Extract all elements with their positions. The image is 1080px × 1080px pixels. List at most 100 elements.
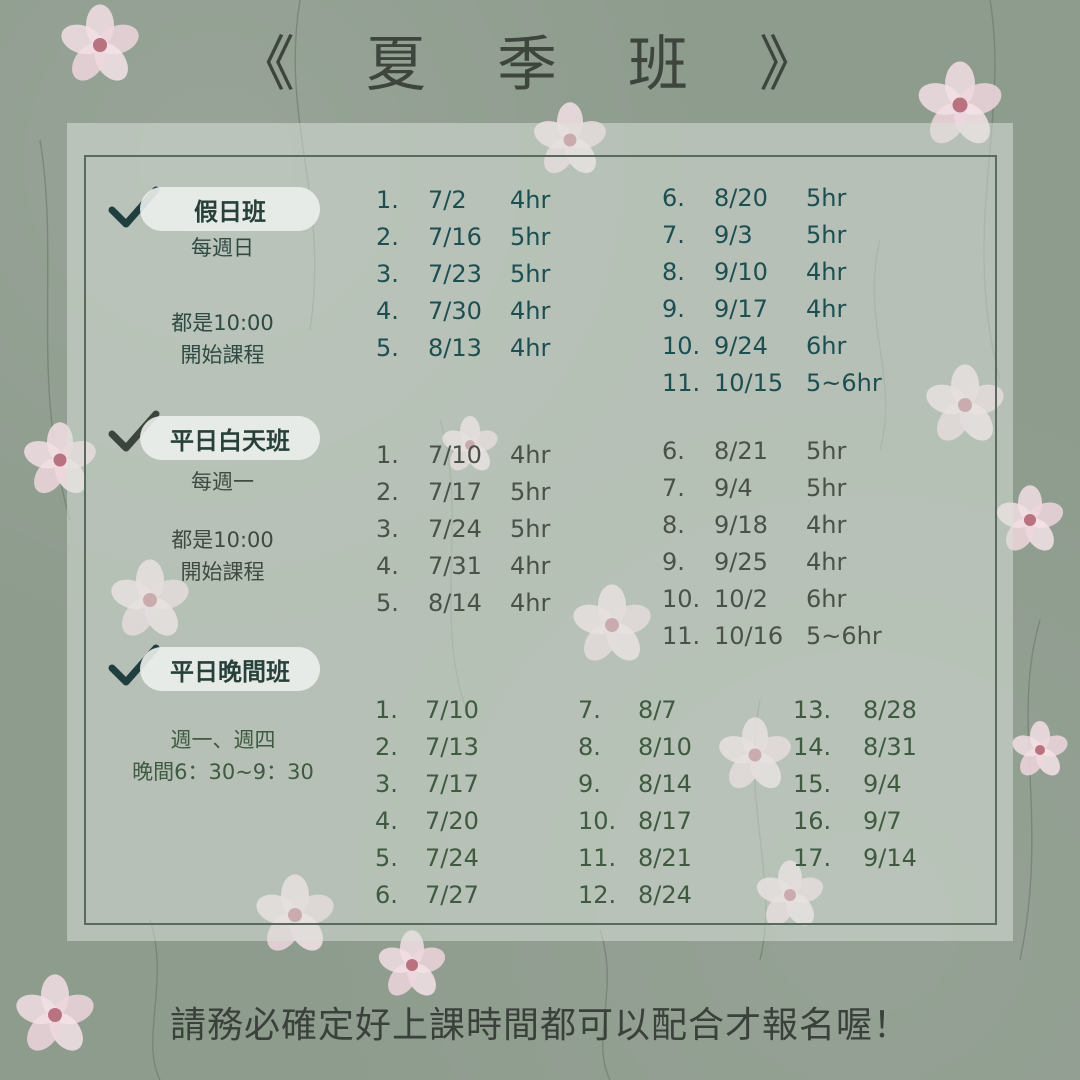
weekday-day-list-left: 1. 7/10 4hr 2. 7/17 5hr 3. 7/24 5hr 4. 7/31 4hr 5. 8/… xyxy=(376,437,550,622)
list-item: 3. 7/17 xyxy=(375,766,505,803)
weekday-evening-col3: 13. 8/28 14. 8/31 15. 9/4 16. 9/7 17. 9/14 xyxy=(793,692,943,877)
item-number: 6. xyxy=(662,437,685,465)
item-number: 11. xyxy=(578,844,617,872)
item-hours: 4hr xyxy=(510,297,551,325)
item-date: 7/17 xyxy=(428,478,482,506)
badge-weekday-day: 平日白天班 xyxy=(140,416,320,460)
item-date: 9/17 xyxy=(714,295,768,323)
item-hours: 4hr xyxy=(510,441,551,469)
item-hours: 4hr xyxy=(510,552,551,580)
weekend-time-line1: 都是10:00 xyxy=(171,311,274,335)
item-number: 2. xyxy=(376,223,399,251)
item-date: 9/10 xyxy=(714,258,768,286)
item-date: 8/21 xyxy=(638,844,692,872)
list-item: 2. 7/13 xyxy=(375,729,505,766)
item-date: 9/4 xyxy=(714,474,753,502)
item-date: 9/3 xyxy=(714,221,753,249)
weekday-evening-col2: 7. 8/7 8. 8/10 9. 8/14 10. 8/17 11. 8/21 12. 8/24 xyxy=(578,692,718,914)
list-item: 5. 8/14 4hr xyxy=(376,585,550,622)
item-date: 7/24 xyxy=(428,515,482,543)
item-number: 6. xyxy=(662,184,685,212)
list-item: 15. 9/4 xyxy=(793,766,943,803)
list-item: 13. 8/28 xyxy=(793,692,943,729)
item-hours: 4hr xyxy=(510,589,551,617)
item-number: 8. xyxy=(662,511,685,539)
item-number: 4. xyxy=(376,552,399,580)
item-number: 10. xyxy=(662,332,701,360)
list-item: 3. 7/24 5hr xyxy=(376,511,550,548)
item-date: 7/13 xyxy=(425,733,479,761)
item-number: 1. xyxy=(375,696,398,724)
list-item: 11. 8/21 xyxy=(578,840,718,877)
item-number: 10. xyxy=(578,807,617,835)
item-number: 9. xyxy=(662,548,685,576)
item-hours: 4hr xyxy=(510,334,551,362)
list-item: 4. 7/30 4hr xyxy=(376,293,550,330)
list-item: 9. 8/14 xyxy=(578,766,718,803)
item-number: 5. xyxy=(375,844,398,872)
item-date: 7/2 xyxy=(428,186,467,214)
item-number: 7. xyxy=(662,221,685,249)
item-number: 5. xyxy=(376,589,399,617)
item-hours: 4hr xyxy=(806,295,847,323)
item-date: 8/10 xyxy=(638,733,692,761)
item-hours: 5~6hr xyxy=(806,622,882,650)
list-item: 7. 8/7 xyxy=(578,692,718,729)
item-hours: 6hr xyxy=(806,332,847,360)
item-hours: 5hr xyxy=(510,223,551,251)
item-hours: 4hr xyxy=(806,511,847,539)
item-date: 9/4 xyxy=(863,770,902,798)
item-date: 7/20 xyxy=(425,807,479,835)
list-item: 1. 7/10 xyxy=(375,692,505,729)
item-number: 13. xyxy=(793,696,832,724)
item-date: 7/10 xyxy=(425,696,479,724)
item-hours: 4hr xyxy=(510,186,551,214)
weekday-day-list-right: 6. 8/21 5hr 7. 9/4 5hr 8. 9/18 4hr 9. 9/25 4hr 10. 10… xyxy=(662,433,882,655)
weekday-evening-day: 週一、週四 xyxy=(170,728,276,752)
weekend-day: 每週日 xyxy=(191,236,254,260)
list-item: 10. 9/24 6hr xyxy=(662,328,882,365)
list-item: 14. 8/31 xyxy=(793,729,943,766)
item-date: 8/21 xyxy=(714,437,768,465)
list-item: 17. 9/14 xyxy=(793,840,943,877)
item-number: 3. xyxy=(376,260,399,288)
item-date: 8/31 xyxy=(863,733,917,761)
badge-weekday-evening: 平日晚間班 xyxy=(140,647,320,691)
list-item: 5. 7/24 xyxy=(375,840,505,877)
weekend-time-line2: 開始課程 xyxy=(180,343,265,367)
list-item: 10. 8/17 xyxy=(578,803,718,840)
item-hours: 6hr xyxy=(806,585,847,613)
weekday-day-time-line2: 開始課程 xyxy=(180,560,265,584)
item-date: 8/7 xyxy=(638,696,677,724)
item-number: 14. xyxy=(793,733,832,761)
item-date: 7/16 xyxy=(428,223,482,251)
item-date: 7/23 xyxy=(428,260,482,288)
item-number: 9. xyxy=(578,770,601,798)
item-date: 8/17 xyxy=(638,807,692,835)
list-item: 2. 7/17 5hr xyxy=(376,474,550,511)
schedule-panel xyxy=(67,123,1013,941)
list-item: 8. 9/18 4hr xyxy=(662,507,882,544)
item-number: 2. xyxy=(376,478,399,506)
item-date: 8/14 xyxy=(638,770,692,798)
weekday-day-day: 每週一 xyxy=(191,470,254,494)
item-number: 16. xyxy=(793,807,832,835)
item-hours: 5hr xyxy=(806,474,847,502)
list-item: 12. 8/24 xyxy=(578,877,718,914)
item-date: 9/18 xyxy=(714,511,768,539)
item-hours: 5hr xyxy=(510,478,551,506)
list-item: 5. 8/13 4hr xyxy=(376,330,550,367)
list-item: 3. 7/23 5hr xyxy=(376,256,550,293)
item-date: 7/27 xyxy=(425,881,479,909)
list-item: 6. 8/20 5hr xyxy=(662,180,882,217)
item-number: 11. xyxy=(662,622,701,650)
weekday-day-time-line1: 都是10:00 xyxy=(171,528,274,552)
item-date: 8/14 xyxy=(428,589,482,617)
item-hours: 4hr xyxy=(806,548,847,576)
list-item: 10. 10/2 6hr xyxy=(662,581,882,618)
item-hours: 5hr xyxy=(510,260,551,288)
item-number: 3. xyxy=(376,515,399,543)
list-item: 4. 7/31 4hr xyxy=(376,548,550,585)
item-number: 1. xyxy=(376,441,399,469)
list-item: 4. 7/20 xyxy=(375,803,505,840)
